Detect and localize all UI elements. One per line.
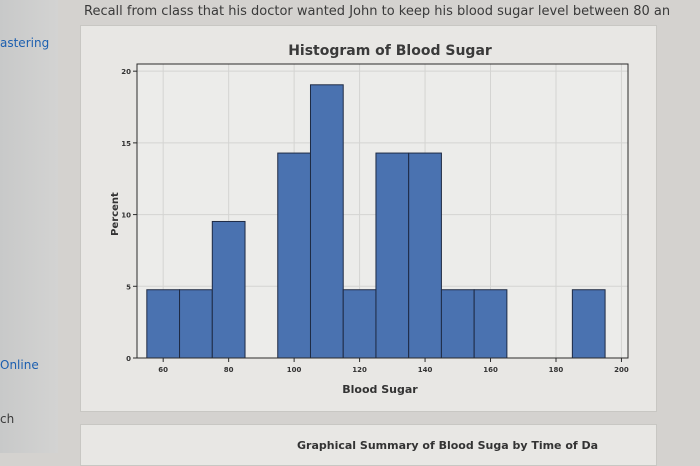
x-tick-label: 180: [549, 366, 564, 374]
x-tick-label: 200: [614, 366, 629, 374]
histogram-chart: Histogram of Blood Sugar Percent Blood S…: [110, 43, 629, 396]
histogram-bar: [179, 289, 213, 359]
y-tick-label: 15: [121, 140, 131, 148]
x-tick-label: 80: [224, 366, 234, 374]
histogram-bar: [473, 289, 508, 359]
x-tick-label: 60: [158, 366, 168, 374]
x-tick-label: 120: [352, 366, 367, 374]
histogram-bar: [408, 152, 442, 359]
y-tick-label: 20: [121, 68, 131, 76]
x-tick-label: 100: [287, 366, 302, 374]
question-text: Recall from class that his doctor wanted…: [84, 4, 671, 19]
summary-title: Graphical Summary of Blood Suga by Time …: [297, 439, 599, 452]
chart-title: Histogram of Blood Sugar: [288, 43, 492, 59]
sidebar-item-online[interactable]: Online: [0, 358, 39, 372]
y-axis-label: Percent: [110, 192, 121, 236]
histogram-bar: [342, 289, 377, 359]
sidebar-item-mastering[interactable]: astering: [0, 36, 50, 50]
histogram-bar: [146, 289, 181, 359]
x-tick-label: 160: [483, 366, 498, 374]
y-tick-label: 5: [126, 283, 131, 291]
histogram-bar: [211, 220, 246, 359]
x-axis-label: Blood Sugar: [342, 383, 418, 396]
histogram-bar: [309, 84, 344, 359]
sidebar-item-search[interactable]: ch: [0, 412, 15, 426]
histogram-bar: [277, 152, 311, 359]
summary-card: Graphical Summary of Blood Suga by Time …: [80, 424, 657, 466]
y-tick-label: 10: [121, 212, 131, 220]
histogram-bar: [440, 289, 475, 359]
histogram-bar: [375, 152, 410, 359]
y-tick-label: 0: [126, 355, 131, 363]
x-tick-label: 140: [418, 366, 433, 374]
sidebar: astering Online ch: [0, 0, 58, 453]
histogram-bar: [571, 289, 606, 359]
plot-frame: [136, 63, 629, 359]
